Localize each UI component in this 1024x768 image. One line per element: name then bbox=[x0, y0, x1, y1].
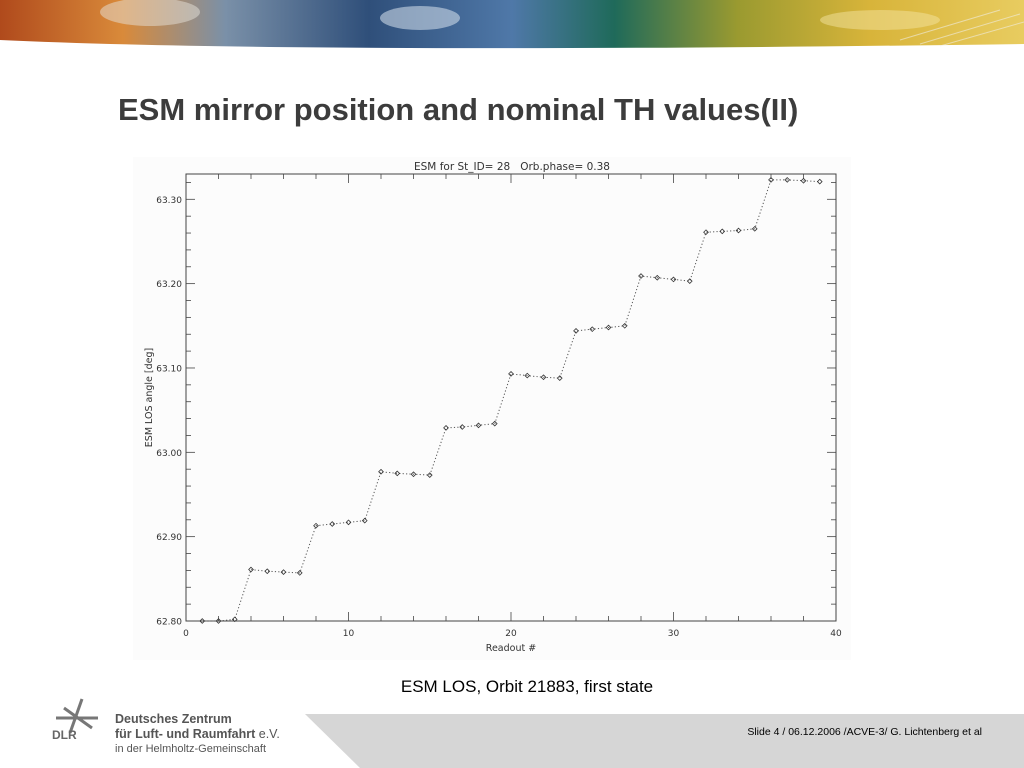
footer-band bbox=[305, 714, 1024, 768]
series-line-group bbox=[202, 179, 820, 622]
figure-caption: ESM LOS, Orbit 21883, first state bbox=[400, 677, 654, 696]
y-tick-label: 63.10 bbox=[156, 364, 182, 374]
data-point bbox=[361, 517, 368, 524]
logo-line1: Deutsches Zentrum bbox=[115, 712, 232, 726]
data-point bbox=[719, 228, 726, 235]
data-point bbox=[410, 471, 417, 478]
x-tick-label: 0 bbox=[183, 629, 189, 639]
data-point bbox=[768, 177, 774, 183]
logo-abbrev: DLR bbox=[52, 728, 77, 742]
header-banner bbox=[0, 0, 1024, 52]
esm-chart: ESM for St_ID= 28 Orb.phase= 0.38 62.806… bbox=[144, 161, 842, 654]
data-point bbox=[426, 472, 433, 478]
data-point bbox=[816, 178, 823, 185]
x-axis-label: Readout # bbox=[486, 643, 536, 654]
data-point bbox=[231, 616, 238, 623]
x-tick-label: 30 bbox=[668, 629, 680, 639]
y-axis-label: ESM LOS angle [deg] bbox=[144, 348, 155, 447]
plot-panel: ESM for St_ID= 28 Orb.phase= 0.38 62.80 6… bbox=[133, 157, 851, 660]
data-point bbox=[524, 372, 531, 379]
y-tick-label: 63.20 bbox=[156, 280, 182, 290]
x-tick-label: 10 bbox=[343, 629, 355, 639]
plot-frame bbox=[185, 173, 837, 622]
data-point bbox=[394, 470, 401, 477]
logo-line2-suffix: e.V. bbox=[255, 727, 280, 741]
chart-title: ESM for St_ID= 28 Orb.phase= 0.38 bbox=[414, 161, 610, 173]
data-point bbox=[443, 424, 449, 431]
data-point bbox=[686, 278, 693, 284]
logo-line2: für Luft- und Raumfahrt e.V. bbox=[115, 727, 280, 741]
data-point bbox=[654, 274, 661, 281]
y-tick-label: 63.00 bbox=[156, 449, 182, 459]
x-tick-label: 20 bbox=[505, 629, 517, 639]
logo-line3: in der Helmholtz-Gemeinschaft bbox=[115, 743, 267, 755]
banner-image bbox=[0, 0, 1024, 52]
data-point bbox=[248, 566, 254, 573]
data-point bbox=[459, 424, 466, 430]
data-point bbox=[215, 618, 222, 624]
marker-group bbox=[199, 177, 823, 624]
data-point bbox=[491, 420, 498, 427]
data-point bbox=[345, 519, 352, 526]
data-point bbox=[540, 374, 547, 381]
data-point bbox=[280, 569, 287, 575]
data-point bbox=[264, 568, 271, 575]
data-point bbox=[329, 521, 336, 527]
data-point bbox=[199, 618, 206, 624]
data-point bbox=[296, 570, 303, 576]
data-point bbox=[800, 177, 807, 184]
data-point bbox=[508, 371, 514, 377]
footer-info: Slide 4 / 06.12.2006 /ACVE-3/ G. Lichten… bbox=[747, 726, 982, 738]
data-point bbox=[638, 273, 644, 279]
data-point bbox=[784, 177, 791, 183]
y-tick-label: 63.30 bbox=[156, 196, 182, 206]
dlr-logo: DLR Deutsches Zentrum für Luft- und Raum… bbox=[52, 696, 292, 762]
data-point bbox=[605, 324, 612, 331]
data-point bbox=[751, 225, 758, 232]
y-tick-label: 62.80 bbox=[156, 618, 182, 628]
slide-title: ESM mirror position and nominal TH value… bbox=[118, 92, 799, 127]
data-point bbox=[556, 375, 563, 381]
dlr-logo-icon bbox=[56, 698, 98, 734]
y-axis-ticks: 62.80 62.90 63.00 63.10 63.20 63.30 bbox=[156, 182, 836, 628]
x-tick-label: 40 bbox=[830, 629, 842, 639]
logo-line2-main: für Luft- und Raumfahrt bbox=[115, 727, 256, 741]
data-point bbox=[378, 468, 384, 475]
series-line bbox=[202, 179, 820, 622]
data-point bbox=[735, 227, 742, 234]
data-point bbox=[589, 326, 596, 333]
data-point bbox=[670, 276, 677, 283]
y-tick-label: 62.90 bbox=[156, 533, 182, 543]
x-axis-ticks: 0 10 20 30 40 bbox=[183, 174, 842, 639]
data-point bbox=[703, 229, 709, 236]
data-point bbox=[475, 422, 482, 429]
data-point bbox=[573, 328, 579, 334]
data-point bbox=[621, 322, 628, 329]
data-point bbox=[313, 522, 319, 529]
